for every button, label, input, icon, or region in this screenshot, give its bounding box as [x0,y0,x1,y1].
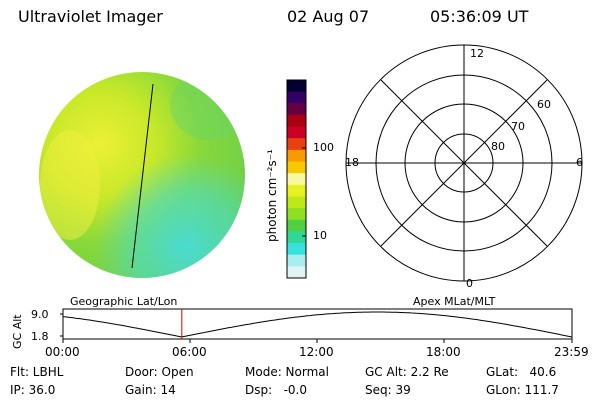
colorbar [286,79,307,279]
uv-image-disk [39,72,245,278]
timeline-ytick-high: 9.0 [31,308,49,321]
timeline-left-title: Geographic Lat/Lon [70,295,178,308]
mlt-label-18: 18 [345,156,359,169]
time-label: 05:36:09 UT [430,7,529,26]
timeline-ytick-low: 1.8 [31,330,49,343]
timeline-xtick-2: 12:00 [299,345,334,359]
timeline-y-axis-label: GC Alt [11,314,24,349]
colorbar-swatch [287,219,306,232]
colorbar-swatch [287,196,306,209]
status-gain: Gain: 14 [125,383,176,397]
date-label: 02 Aug 07 [287,7,370,26]
timeline-xtick-1: 06:00 [172,345,207,359]
colorbar-swatch [287,149,306,163]
timeline-xtick-3: 18:00 [426,345,461,359]
colorbar-swatch [287,184,306,197]
mlt-label-6: 6 [576,156,583,169]
status-gc-alt: GC Alt: 2.2 Re [365,365,449,379]
colorbar-swatch [287,161,306,174]
colorbar-swatch [287,80,306,93]
mlt-label-0: 0 [466,277,473,290]
status-mode: Mode: Normal [245,365,329,379]
lat-label-80: 80 [491,140,505,153]
mlt-label-12: 12 [470,47,484,60]
colorbar-outline [286,79,307,279]
colorbar-swatch [287,243,306,256]
timeline-xtick-4: 23:59 [554,345,589,359]
timeline-right-title: Apex MLat/MLT [413,295,496,308]
colorbar-swatch [287,91,306,104]
colorbar-swatch [287,208,306,221]
colorbar-tick-100: 100 [313,141,334,154]
colorbar-swatch [287,103,306,116]
status-glat: GLat: 40.6 [486,365,557,379]
timeline-xtick-0: 00:00 [45,345,80,359]
status-glon: GLon: 111.7 [486,383,559,397]
status-door: Door: Open [125,365,194,379]
status-seq: Seq: 39 [365,383,411,397]
colorbar-swatch [287,231,306,244]
colorbar-swatch [287,254,306,267]
status-flt: Flt: LBHL [10,365,64,379]
colorbar-swatch [287,126,306,139]
colorbar-swatch [287,138,306,151]
instrument-title: Ultraviolet Imager [18,7,163,26]
orbit-track-line [131,83,154,269]
lat-label-60: 60 [537,98,551,111]
colorbar-swatch [287,114,306,128]
lat-label-70: 70 [511,120,525,133]
colorbar-swatch [287,173,306,186]
colorbar-unit-label: photon cm⁻²s⁻¹ [265,149,279,242]
colorbar-tick-10: 10 [313,229,327,242]
timeline-panel [60,308,573,343]
status-ip: IP: 36.0 [10,383,56,397]
polar-plot [345,44,583,282]
colorbar-swatch [287,266,306,279]
status-dsp: Dsp: -0.0 [245,383,308,397]
altitude-curve [62,311,573,338]
